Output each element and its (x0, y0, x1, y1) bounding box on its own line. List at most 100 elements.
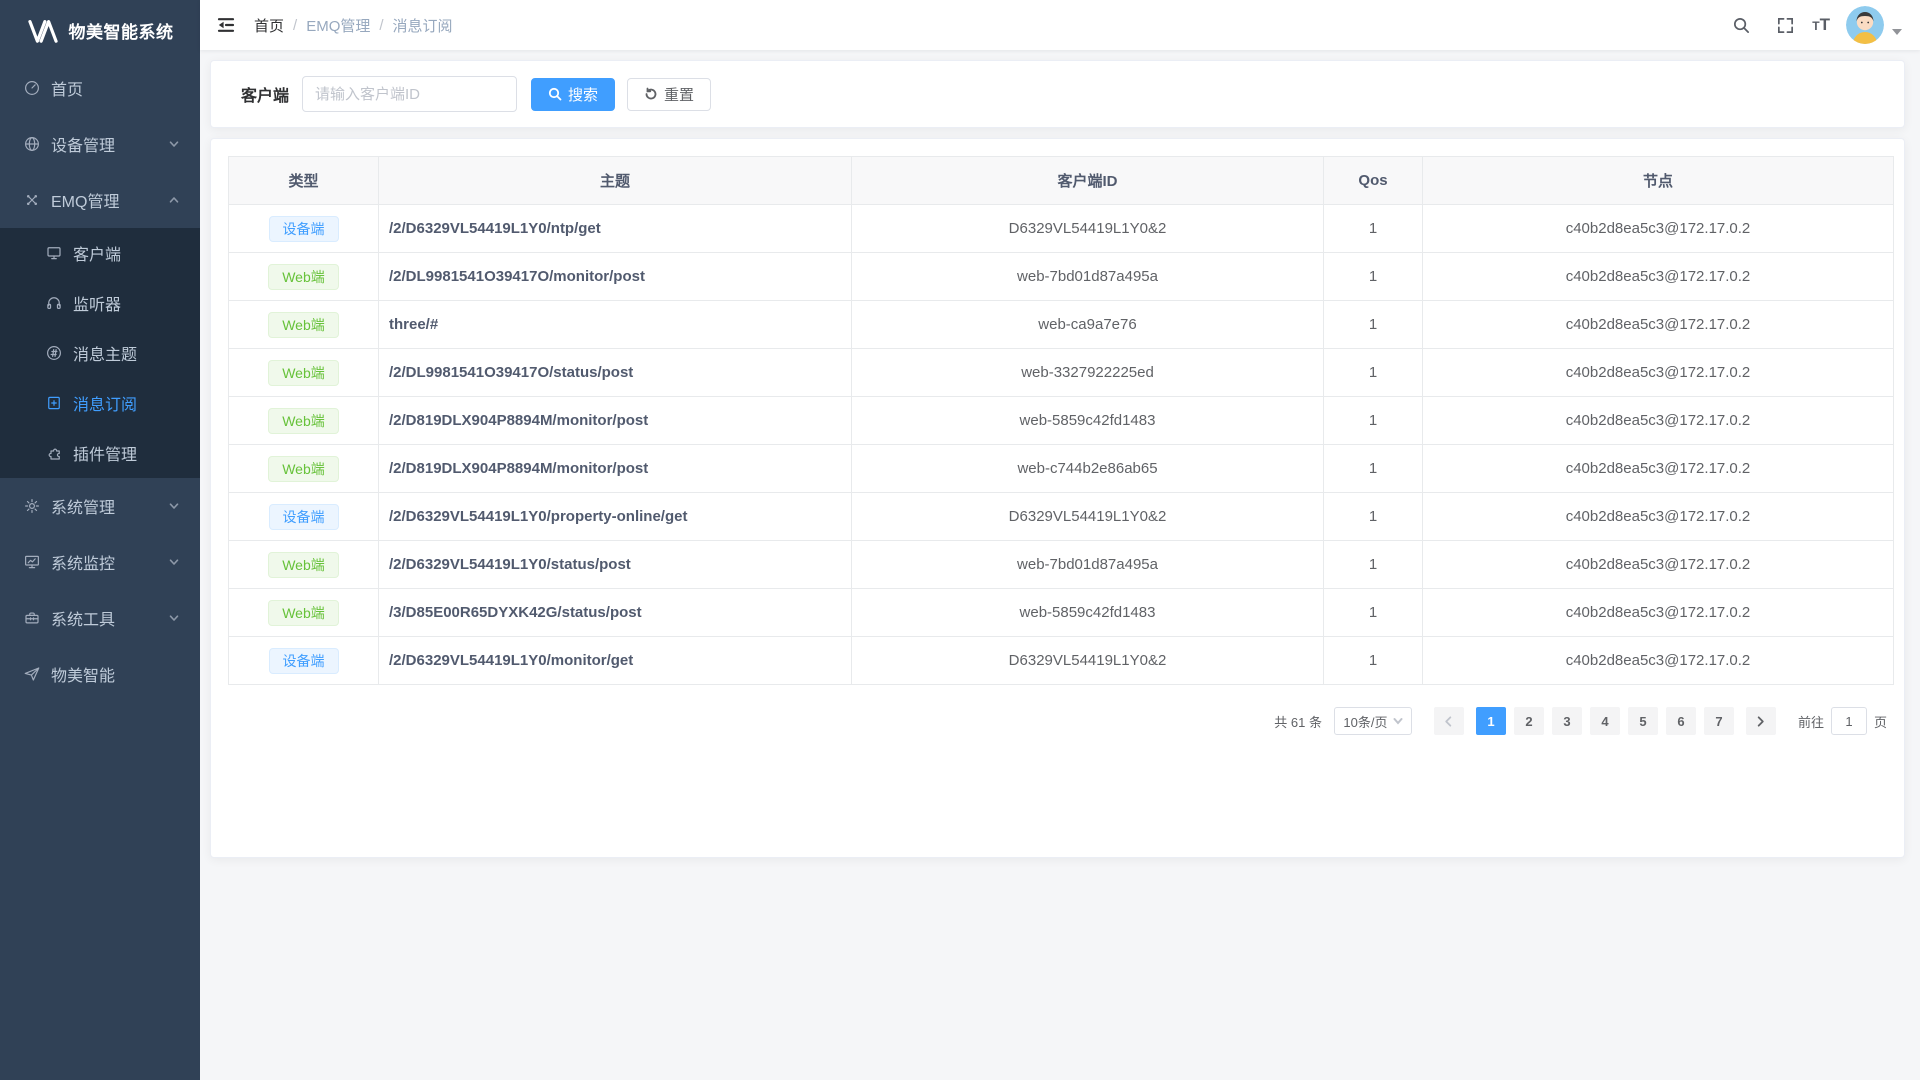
qos-cell: 1 (1323, 444, 1423, 493)
reset-button-icon (645, 87, 657, 100)
sidebar-item-6[interactable]: 物美智能 (0, 646, 200, 702)
sidebar: 物美智能系统 首页设备管理 EMQ管理 客户端 监听器 消息主题消息订阅插件管理 系统管理… (0, 0, 200, 1080)
sidebar-item-5[interactable]: 系统工具 (0, 590, 200, 646)
qos-cell: 1 (1323, 252, 1423, 301)
topic-icon (45, 344, 63, 362)
sidebar-item-label: 物美智能 (51, 668, 116, 685)
node-cell: c40b2d8ea5c3@172.17.0.2 (1422, 492, 1894, 541)
table-row: 设备端/2/D6329VL54419L1Y0/monitor/get D6329V… (228, 636, 1894, 685)
client-id-cell: web-ca9a7e76 (851, 300, 1324, 349)
table-row: Web端/2/D6329VL54419L1Y0/status/post web-7… (228, 540, 1894, 589)
chevron-down-icon (1393, 718, 1402, 725)
client-id-cell: web-7bd01d87a495a (851, 540, 1324, 589)
page-size-select[interactable]: 10条/页 (1333, 707, 1412, 735)
topic-cell: /3/D85E00R65DYXK42G/status/post (378, 588, 852, 637)
sidebar-item-label: 设备管理 (51, 138, 116, 155)
column-header: 类型 (228, 156, 379, 205)
breadcrumb-item-1[interactable]: EMQ管理 (306, 17, 371, 35)
font-size-icon[interactable]: TT (1812, 15, 1830, 34)
breadcrumb-separator: / (379, 16, 384, 34)
table-row: Web端/2/D819DLX904P8894M/monitor/post web-… (228, 396, 1894, 445)
sidebar-item-2[interactable]: EMQ管理 (0, 172, 200, 228)
table-row: Web端/3/D85E00R65DYXK42G/status/post web-5… (228, 588, 1894, 637)
breadcrumb-separator: / (293, 16, 298, 34)
sidebar-subitem-4[interactable]: 插件管理 (0, 428, 200, 478)
user-menu[interactable] (1846, 6, 1902, 44)
page-button-3[interactable]: 3 (1551, 707, 1582, 735)
sidebar-item-1[interactable]: 设备管理 (0, 116, 200, 172)
client-id-cell: web-7bd01d87a495a (851, 252, 1324, 301)
sidebar-submenu: 客户端 监听器 消息主题消息订阅插件管理 (0, 228, 200, 478)
main-area: 首页 / EMQ管理 / 消息订阅 TT (200, 0, 1920, 1080)
page-button-4[interactable]: 4 (1589, 707, 1620, 735)
type-cell: Web端 (228, 540, 379, 589)
client-id-cell: web-c744b2e86ab65 (851, 444, 1324, 493)
type-cell: Web端 (228, 444, 379, 493)
sidebar-subitem-3[interactable]: 消息订阅 (0, 378, 200, 428)
client-id-cell: D6329VL54419L1Y0&2 (851, 636, 1324, 685)
qos-cell: 1 (1323, 300, 1423, 349)
type-cell: Web端 (228, 300, 379, 349)
topic-cell: /2/DL9981541O39417O/status/post (378, 348, 852, 397)
logo-icon (27, 20, 58, 43)
search-panel: 客户端 搜索 重置 (210, 60, 1905, 128)
qos-cell: 1 (1323, 492, 1423, 541)
emq-icon (23, 191, 41, 209)
topic-cell: /2/D6329VL54419L1Y0/property-online/get (378, 492, 852, 541)
table-row: Web端/2/DL9981541O39417O/monitor/post web-… (228, 252, 1894, 301)
type-badge: Web端 (268, 311, 339, 338)
type-badge: Web端 (268, 551, 339, 578)
node-cell: c40b2d8ea5c3@172.17.0.2 (1422, 300, 1894, 349)
table-row: 设备端/2/D6329VL54419L1Y0/property-online/g… (228, 492, 1894, 541)
search-icon[interactable] (1724, 8, 1758, 42)
sidebar-subitem-2[interactable]: 消息主题 (0, 328, 200, 378)
chevron-down-icon (168, 612, 180, 624)
sidebar-item-4[interactable]: 系统监控 (0, 534, 200, 590)
subscriptions-table: 类型 主题 客户端ID Qos 节点 设备端/2/D6329VL54419L1Y0/nt… (228, 156, 1894, 685)
sidebar-item-3[interactable]: 系统管理 (0, 478, 200, 534)
sidebar-collapse-icon[interactable] (216, 15, 236, 35)
node-cell: c40b2d8ea5c3@172.17.0.2 (1422, 396, 1894, 445)
breadcrumb-item-0[interactable]: 首页 (254, 17, 285, 35)
fullscreen-icon[interactable] (1768, 8, 1802, 42)
next-page-button[interactable] (1745, 707, 1776, 735)
table-row: 设备端/2/D6329VL54419L1Y0/ntp/get D6329VL544… (228, 204, 1894, 253)
node-cell: c40b2d8ea5c3@172.17.0.2 (1422, 636, 1894, 685)
avatar[interactable] (1846, 6, 1884, 44)
qos-cell: 1 (1323, 588, 1423, 637)
sidebar-subitem-label: 消息订阅 (73, 397, 138, 414)
page-button-6[interactable]: 6 (1665, 707, 1696, 735)
type-badge: 设备端 (268, 647, 339, 674)
search-button-icon (548, 87, 562, 101)
type-cell: Web端 (228, 588, 379, 637)
sidebar-subitem-1[interactable]: 监听器 (0, 278, 200, 328)
goto-page-input[interactable] (1830, 707, 1867, 735)
subscribe-icon (45, 394, 63, 412)
app-logo[interactable]: 物美智能系统 (0, 0, 200, 60)
type-badge: Web端 (268, 359, 339, 386)
page-button-2[interactable]: 2 (1513, 707, 1544, 735)
breadcrumb-item-2: 消息订阅 (392, 17, 453, 35)
sidebar-item-0[interactable]: 首页 (0, 60, 200, 116)
column-header: 客户端ID (851, 156, 1324, 205)
search-button[interactable]: 搜索 (531, 77, 616, 111)
prev-page-button[interactable] (1433, 707, 1464, 735)
goto-label: 前往 (1797, 714, 1824, 730)
topic-cell: three/# (378, 300, 852, 349)
navbar-right: TT (1724, 6, 1902, 44)
topic-cell: /2/D6329VL54419L1Y0/status/post (378, 540, 852, 589)
client-id-cell: D6329VL54419L1Y0&2 (851, 204, 1324, 253)
page-button-5[interactable]: 5 (1627, 707, 1658, 735)
plugin-icon (45, 444, 63, 462)
table-row: Web端/2/DL9981541O39417O/status/post web-3… (228, 348, 1894, 397)
page-button-7[interactable]: 7 (1703, 707, 1734, 735)
reset-button[interactable]: 重置 (627, 77, 712, 111)
sidebar-subitem-0[interactable]: 客户端 (0, 228, 200, 278)
page-button-1[interactable]: 1 (1475, 707, 1506, 735)
type-cell: 设备端 (228, 204, 379, 253)
type-cell: Web端 (228, 348, 379, 397)
client-id-input[interactable] (302, 76, 518, 112)
chevron-left-icon (1445, 715, 1452, 727)
